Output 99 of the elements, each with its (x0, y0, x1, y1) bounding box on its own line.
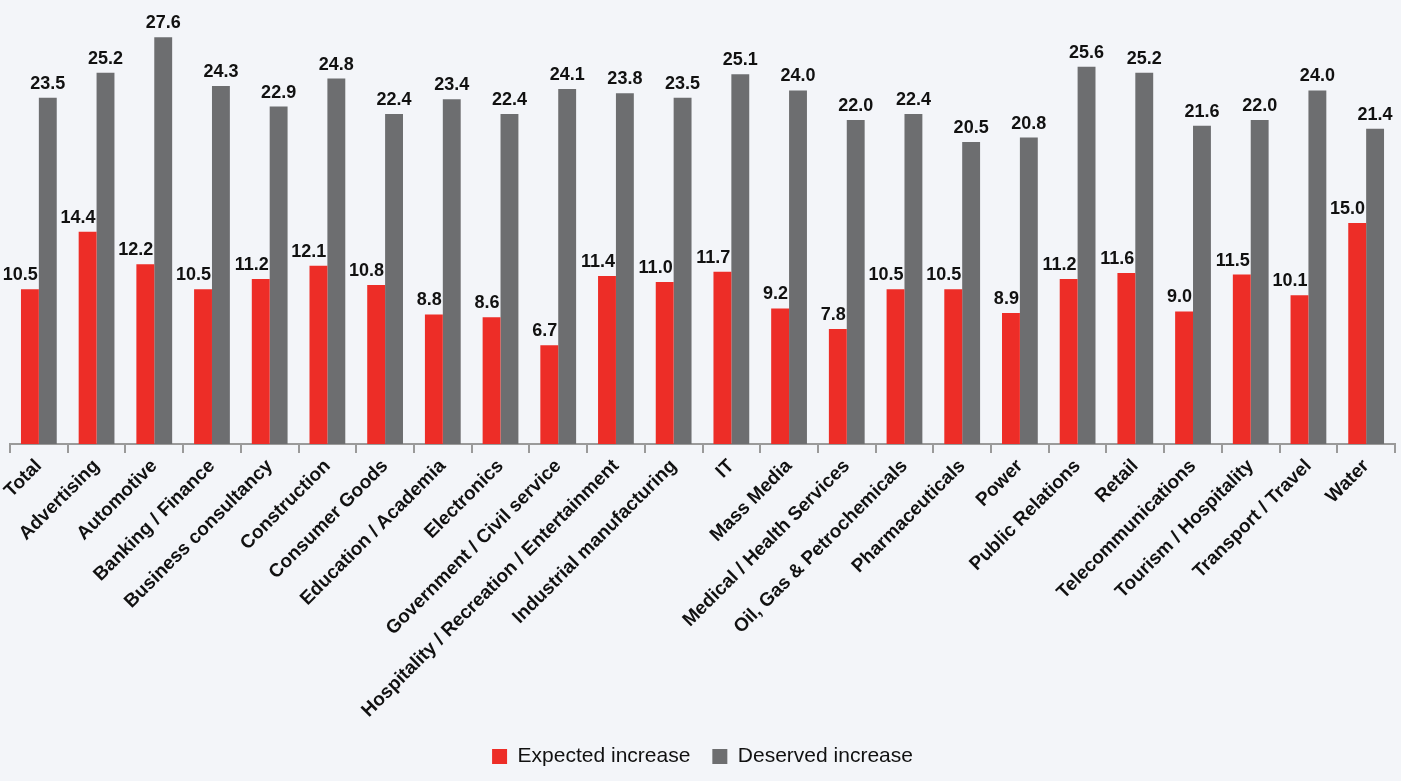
data-label: 12.2 (118, 239, 154, 260)
data-label: 11.2 (234, 253, 269, 274)
data-label: 23.8 (607, 68, 643, 89)
bar (96, 72, 115, 445)
data-label: 25.2 (87, 47, 124, 68)
data-label: 10.5 (926, 264, 962, 285)
bar (771, 308, 790, 445)
bar (482, 317, 501, 445)
bar (1290, 295, 1309, 445)
data-label: 25.6 (1069, 41, 1105, 62)
data-label: 10.5 (868, 264, 904, 285)
data-label: 14.4 (60, 206, 96, 227)
bar (962, 141, 981, 445)
data-label: 11.6 (1100, 248, 1135, 269)
bar (1232, 274, 1251, 445)
data-label: 15.0 (1330, 197, 1366, 218)
data-label: 27.6 (145, 12, 181, 33)
bar (20, 289, 39, 445)
data-label: 12.1 (291, 240, 327, 261)
data-label: 11.7 (696, 246, 731, 267)
bar (828, 329, 847, 445)
data-label: 23.4 (434, 74, 470, 95)
bar (846, 119, 865, 445)
bar (269, 106, 288, 445)
bar (1250, 119, 1269, 445)
data-label: 9.2 (763, 283, 789, 304)
bar (136, 264, 155, 445)
bar (327, 78, 346, 445)
bar (789, 90, 807, 445)
legend-label: Deserved increase (737, 743, 913, 767)
bar (944, 289, 963, 445)
data-label: 6.7 (532, 320, 558, 341)
data-label: 23.5 (665, 72, 701, 93)
data-label: 8.9 (993, 287, 1019, 308)
data-label: 11.0 (638, 256, 673, 277)
data-label: 22.9 (261, 81, 297, 102)
data-label: 22.4 (376, 88, 412, 109)
data-label: 24.1 (549, 63, 585, 84)
bar (194, 289, 212, 445)
x-tick-label: IT (711, 454, 739, 482)
bar (1308, 90, 1327, 445)
data-label: 8.6 (474, 292, 500, 313)
data-label: 21.6 (1184, 100, 1220, 121)
data-label: 22.0 (1242, 94, 1278, 115)
bar (1117, 273, 1136, 445)
data-label: 22.0 (838, 94, 874, 115)
data-label: 7.8 (820, 304, 846, 325)
bar (442, 99, 461, 445)
bar (1193, 125, 1211, 445)
bar (1059, 279, 1078, 445)
bar (309, 265, 328, 445)
data-label: 20.5 (953, 116, 989, 137)
data-label: 11.4 (580, 251, 615, 272)
bar (367, 284, 386, 445)
data-label: 24.8 (318, 53, 354, 74)
bar (1348, 223, 1367, 445)
data-label: 10.8 (349, 259, 385, 280)
bar (1175, 311, 1194, 445)
data-label: 23.5 (30, 72, 66, 93)
data-label: 10.1 (1272, 270, 1308, 291)
bar (154, 37, 173, 445)
bar (1077, 66, 1096, 445)
bar (1019, 137, 1038, 445)
bar (500, 113, 519, 445)
bar (540, 345, 559, 445)
data-label: 20.8 (1011, 112, 1047, 133)
data-label: 22.4 (491, 88, 527, 109)
bar (251, 279, 270, 445)
bar (1135, 72, 1154, 445)
bar (655, 281, 674, 445)
bar (38, 97, 57, 445)
data-label: 10.5 (2, 264, 38, 285)
bar (673, 97, 692, 445)
bar (598, 276, 616, 445)
bar (731, 74, 750, 445)
data-label: 25.2 (1126, 47, 1162, 68)
bar (424, 314, 443, 445)
data-label: 10.5 (175, 264, 211, 285)
bar (713, 271, 732, 445)
bar (211, 85, 230, 445)
data-label: 22.4 (895, 88, 931, 109)
bar (904, 113, 923, 445)
data-label: 9.0 (1166, 286, 1193, 307)
bar (78, 231, 97, 445)
data-label: 21.4 (1357, 103, 1393, 124)
bar (886, 289, 905, 445)
bar (1366, 128, 1385, 445)
data-label: 11.2 (1042, 253, 1077, 274)
data-label: 24.0 (780, 65, 816, 86)
data-label: 24.3 (203, 60, 239, 81)
bar (615, 93, 634, 445)
legend-label: Expected increase (517, 743, 691, 767)
data-label: 24.0 (1299, 65, 1335, 86)
data-label: 8.8 (416, 289, 442, 310)
bar (385, 113, 403, 445)
bar (558, 88, 577, 445)
data-label: 11.5 (1215, 249, 1250, 270)
bar (1002, 312, 1020, 445)
data-label: 25.1 (722, 49, 758, 70)
